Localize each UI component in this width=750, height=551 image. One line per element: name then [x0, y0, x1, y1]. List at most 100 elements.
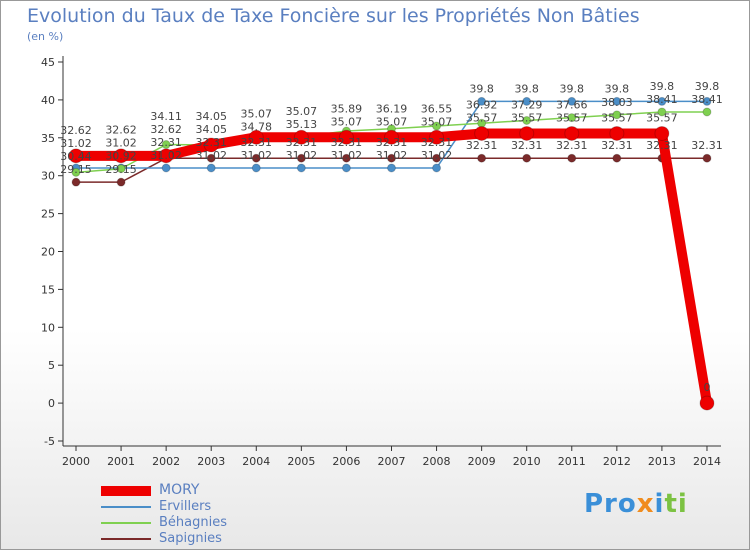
data-point: [657, 96, 667, 106]
data-label: 30.44: [60, 150, 92, 163]
data-point: [251, 163, 261, 173]
data-label: 39.8: [695, 80, 720, 93]
data-point: [68, 148, 84, 164]
data-label: 32.31: [466, 139, 498, 152]
data-point: [161, 163, 171, 173]
y-tick-label: 30: [41, 170, 55, 183]
data-point: [657, 107, 667, 117]
data-point: [338, 129, 354, 145]
data-label: 30.92: [105, 150, 137, 163]
x-tick-label: 2001: [107, 455, 135, 468]
data-point: [206, 153, 216, 163]
data-label: 39.8: [514, 82, 539, 95]
data-label: 34.05: [195, 123, 227, 136]
data-point: [564, 125, 580, 141]
x-tick-label: 2011: [558, 455, 586, 468]
data-point: [429, 129, 445, 145]
data-label: 32.31: [691, 139, 723, 152]
data-label: 32.62: [150, 123, 182, 136]
data-label: 32.31: [150, 136, 182, 149]
data-label: 31.02: [150, 149, 182, 162]
data-point: [432, 163, 442, 173]
y-tick-label: 35: [41, 132, 55, 145]
legend-label-behagnies: Béhagnies: [159, 515, 227, 530]
data-label: 34.78: [241, 120, 273, 133]
data-point: [386, 153, 396, 163]
data-point: [522, 153, 532, 163]
x-tick-label: 2007: [377, 455, 405, 468]
x-tick-label: 2002: [152, 455, 180, 468]
y-tick-label: 25: [41, 208, 55, 221]
x-tick-label: 2005: [287, 455, 315, 468]
data-label: 35.57: [466, 111, 498, 124]
data-label: 35.89: [331, 102, 363, 115]
data-label: 31.02: [331, 149, 363, 162]
data-point: [293, 129, 309, 145]
data-point: [161, 140, 171, 150]
data-point: [522, 96, 532, 106]
data-label: 32.31: [331, 136, 363, 149]
data-label: 31.02: [60, 137, 92, 150]
legend-label-sapignies: Sapignies: [159, 531, 222, 546]
x-tick-label: 2012: [603, 455, 631, 468]
data-point: [474, 125, 490, 141]
data-point: [386, 163, 396, 173]
data-point: [612, 153, 622, 163]
data-label: 35.57: [601, 111, 633, 124]
data-label: 38.03: [601, 96, 633, 109]
chart-title: Evolution du Taux de Taxe Foncière sur l…: [27, 5, 640, 27]
data-label: 38.41: [646, 93, 678, 106]
data-point: [158, 148, 174, 164]
data-label: 32.31: [556, 139, 588, 152]
legend-label-ervillers: Ervillers: [159, 499, 212, 514]
data-point: [248, 129, 264, 145]
data-label: 34.11: [150, 110, 182, 123]
data-point: [203, 137, 219, 153]
data-label: 35.07: [331, 115, 363, 128]
x-tick-label: 2010: [513, 455, 541, 468]
data-point: [206, 163, 216, 173]
data-point: [251, 153, 261, 163]
y-tick-label: 15: [41, 283, 55, 296]
data-label: 39.8: [560, 82, 585, 95]
data-label: 0: [703, 381, 710, 394]
x-tick-label: 2008: [423, 455, 451, 468]
data-label: 29.15: [60, 163, 92, 176]
data-point: [612, 96, 622, 106]
data-point: [432, 121, 442, 131]
data-label: 31.02: [376, 149, 408, 162]
data-point: [699, 395, 715, 411]
data-label: 32.31: [195, 136, 227, 149]
x-tick-label: 2006: [332, 455, 360, 468]
data-label: 35.07: [421, 115, 453, 128]
y-tick-label: 45: [41, 56, 55, 69]
data-label: 32.31: [511, 139, 543, 152]
data-label: 36.19: [376, 102, 408, 115]
data-label: 35.13: [286, 118, 318, 131]
data-label: 36.92: [466, 98, 498, 111]
data-label: 29.15: [105, 163, 137, 176]
y-unit-label: (en %): [27, 30, 64, 43]
y-tick-label: -5: [44, 435, 55, 448]
data-point: [654, 125, 670, 141]
data-label: 31.02: [421, 149, 453, 162]
x-tick-label: 2009: [468, 455, 496, 468]
data-label: 32.31: [376, 136, 408, 149]
data-label: 35.57: [556, 111, 588, 124]
data-point: [567, 153, 577, 163]
data-point: [71, 167, 81, 177]
data-point: [567, 96, 577, 106]
x-tick-label: 2013: [648, 455, 676, 468]
y-tick-label: 40: [41, 94, 55, 107]
data-point: [477, 96, 487, 106]
data-label: 32.31: [286, 136, 318, 149]
data-point: [296, 163, 306, 173]
x-tick-label: 2000: [62, 455, 90, 468]
data-label: 32.62: [60, 124, 92, 137]
data-point: [702, 153, 712, 163]
data-point: [609, 125, 625, 141]
data-label: 32.31: [601, 139, 633, 152]
data-point: [567, 113, 577, 123]
